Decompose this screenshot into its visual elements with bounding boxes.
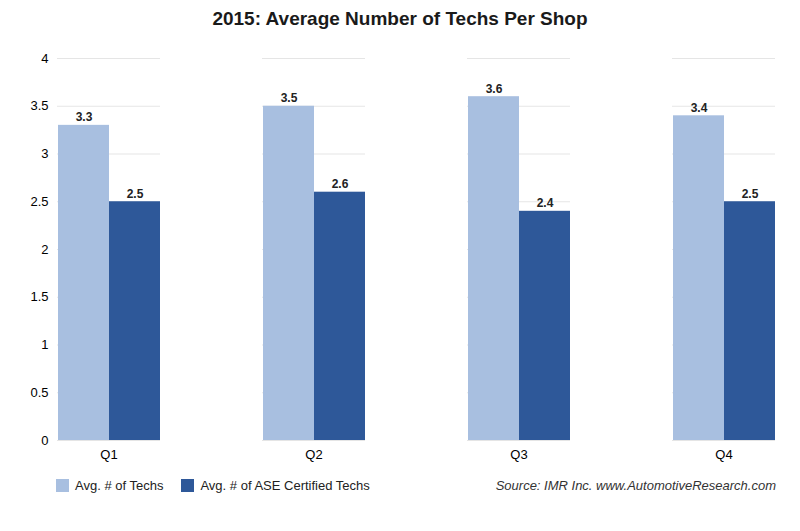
html-text:Source: IMR Inc. www.Automotiv: Source: IMR Inc. www.AutomotiveResearch.… — [495, 478, 776, 493]
svg-text:0.5: 0.5 — [30, 385, 48, 400]
svg-text:2.6: 2.6 — [332, 177, 349, 191]
html-text:Avg. # of ASE Certified Techs: Avg. # of ASE Certified Techs — [200, 478, 370, 493]
svg-text:3.6: 3.6 — [486, 82, 503, 96]
svg-text:Q2: Q2 — [305, 447, 322, 462]
svg-text:3.3: 3.3 — [76, 110, 93, 124]
html-text:Avg. # of Techs: Avg. # of Techs — [75, 478, 164, 493]
svg-text:1.5: 1.5 — [30, 289, 48, 304]
svg-text:2.5: 2.5 — [742, 187, 759, 201]
svg-text:0: 0 — [41, 433, 48, 448]
svg-text:3.5: 3.5 — [30, 98, 48, 113]
svg-text:1: 1 — [41, 337, 48, 352]
svg-text:Q1: Q1 — [100, 447, 117, 462]
svg-text:4: 4 — [41, 51, 48, 66]
svg-text:2: 2 — [41, 242, 48, 257]
svg-text:3.5: 3.5 — [281, 91, 298, 105]
svg-text:2.5: 2.5 — [30, 194, 48, 209]
html-text:2015: Average Number of Techs: 2015: Average Number of Techs Per Shop — [212, 8, 588, 29]
svg-text:2.5: 2.5 — [127, 187, 144, 201]
svg-text:3: 3 — [41, 146, 48, 161]
svg-text:Q4: Q4 — [715, 447, 732, 462]
svg-text:3.4: 3.4 — [691, 101, 708, 115]
svg-text:2.4: 2.4 — [537, 196, 554, 210]
svg-text:Q3: Q3 — [510, 447, 527, 462]
